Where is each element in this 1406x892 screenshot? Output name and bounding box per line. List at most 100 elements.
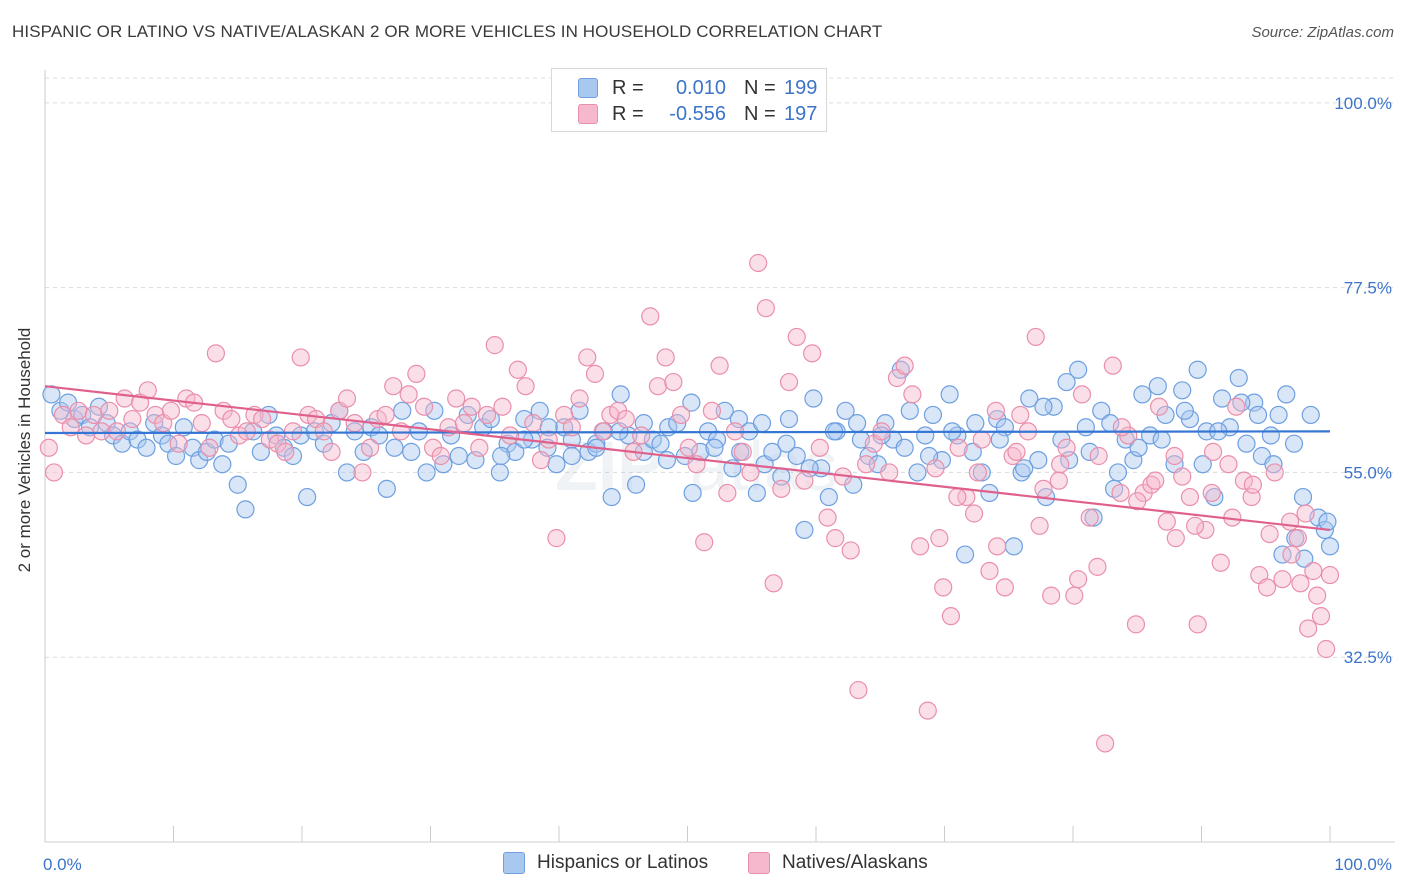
natives-point xyxy=(454,414,474,433)
natives-point xyxy=(161,401,181,420)
legend-item-natives[interactable]: Natives/Alaskans xyxy=(748,852,928,874)
natives-point xyxy=(903,385,922,404)
legend-r-value: -0.556 xyxy=(669,102,726,125)
natives-point xyxy=(1281,512,1300,531)
natives-point xyxy=(92,422,111,441)
hispanics-point xyxy=(683,483,702,503)
legend-swatch-blue xyxy=(503,852,525,874)
natives-point xyxy=(995,578,1014,597)
hispanics-point xyxy=(137,438,156,457)
natives-point xyxy=(1265,463,1284,482)
legend-r-value: 0.010 xyxy=(675,76,726,99)
natives-point xyxy=(1282,545,1301,564)
natives-point xyxy=(1304,561,1323,581)
natives-point xyxy=(934,578,953,597)
hispanics-point xyxy=(409,422,429,441)
natives-point xyxy=(764,574,783,593)
natives-point xyxy=(1096,734,1115,753)
hispanics-point xyxy=(1320,537,1340,556)
hispanics-point xyxy=(940,385,959,404)
natives-point xyxy=(1165,446,1184,466)
legend-swatch-pink xyxy=(578,104,598,124)
natives-point xyxy=(1257,578,1277,597)
natives-point xyxy=(547,529,566,548)
natives-point xyxy=(322,442,341,461)
hispanics-point xyxy=(1057,372,1076,392)
natives-point xyxy=(1243,475,1263,494)
hispanics-point xyxy=(966,414,985,433)
natives-point xyxy=(314,422,333,441)
natives-point xyxy=(237,422,256,441)
natives-point xyxy=(337,389,357,408)
hispanics-point xyxy=(1092,401,1111,420)
hispanics-point xyxy=(895,438,914,457)
natives-point xyxy=(972,430,991,449)
natives-point xyxy=(756,299,775,318)
hispanics-point xyxy=(752,414,772,433)
natives-point xyxy=(1112,418,1131,437)
natives-point xyxy=(910,537,930,556)
natives-point xyxy=(44,463,64,482)
hispanics-point xyxy=(705,438,724,457)
natives-point xyxy=(1030,516,1049,535)
hispanics-point xyxy=(715,401,734,420)
natives-point xyxy=(1128,492,1147,511)
natives-point xyxy=(1057,438,1076,457)
hispanics-point xyxy=(1004,537,1023,556)
natives-point xyxy=(77,426,96,445)
natives-point xyxy=(345,414,364,433)
hispanics-point xyxy=(1084,508,1103,527)
legend-swatch-blue xyxy=(578,78,598,98)
natives-point xyxy=(206,344,226,363)
natives-point xyxy=(1157,512,1176,531)
hispanics-point xyxy=(1148,377,1167,396)
natives-point xyxy=(795,471,814,490)
natives-point xyxy=(1007,442,1026,461)
hispanics-point xyxy=(972,463,991,482)
natives-point xyxy=(941,607,961,626)
natives-point xyxy=(169,434,188,453)
natives-point xyxy=(926,459,945,478)
legend-item-hispanics[interactable]: Hispanics or Latinos xyxy=(503,852,708,874)
hispanics-point xyxy=(848,414,867,433)
natives-point xyxy=(447,389,466,408)
hispanics-point xyxy=(804,389,823,408)
y-tick-label: 77.5% xyxy=(1344,279,1392,298)
hispanics-point xyxy=(651,434,670,453)
hispanics-point xyxy=(1293,487,1313,507)
natives-point xyxy=(803,344,822,363)
hispanics-point xyxy=(213,455,232,474)
legend-n-value: 197 xyxy=(784,102,818,125)
natives-point xyxy=(616,409,635,429)
hispanics-point xyxy=(562,446,581,466)
natives-point xyxy=(1042,586,1061,605)
natives-point xyxy=(980,561,999,581)
natives-point xyxy=(648,377,668,396)
natives-point xyxy=(1103,356,1122,375)
hispanics-point xyxy=(1020,389,1039,408)
natives-point xyxy=(192,414,211,433)
hispanics-point xyxy=(1193,455,1212,474)
hispanics-point xyxy=(963,442,982,461)
hispanics-point xyxy=(779,409,799,429)
natives-point xyxy=(810,438,829,457)
natives-point xyxy=(1072,385,1092,404)
natives-point xyxy=(1011,405,1030,425)
natives-point xyxy=(1188,615,1207,634)
hispanics-point xyxy=(1301,405,1320,425)
natives-point xyxy=(1051,455,1070,474)
natives-point xyxy=(1126,615,1146,634)
hispanics-point xyxy=(1261,426,1280,445)
natives-point xyxy=(930,529,949,548)
natives-point xyxy=(948,487,967,507)
hispanics-point xyxy=(492,446,511,466)
hispanics-point xyxy=(515,409,534,429)
natives-point xyxy=(1211,553,1230,572)
natives-point xyxy=(61,418,80,437)
x-tick-label-max: 100.0% xyxy=(1334,855,1392,874)
natives-point xyxy=(632,426,651,445)
natives-point xyxy=(414,397,434,416)
natives-point xyxy=(100,401,119,420)
hispanics-point xyxy=(1277,385,1296,404)
natives-point xyxy=(291,348,310,367)
